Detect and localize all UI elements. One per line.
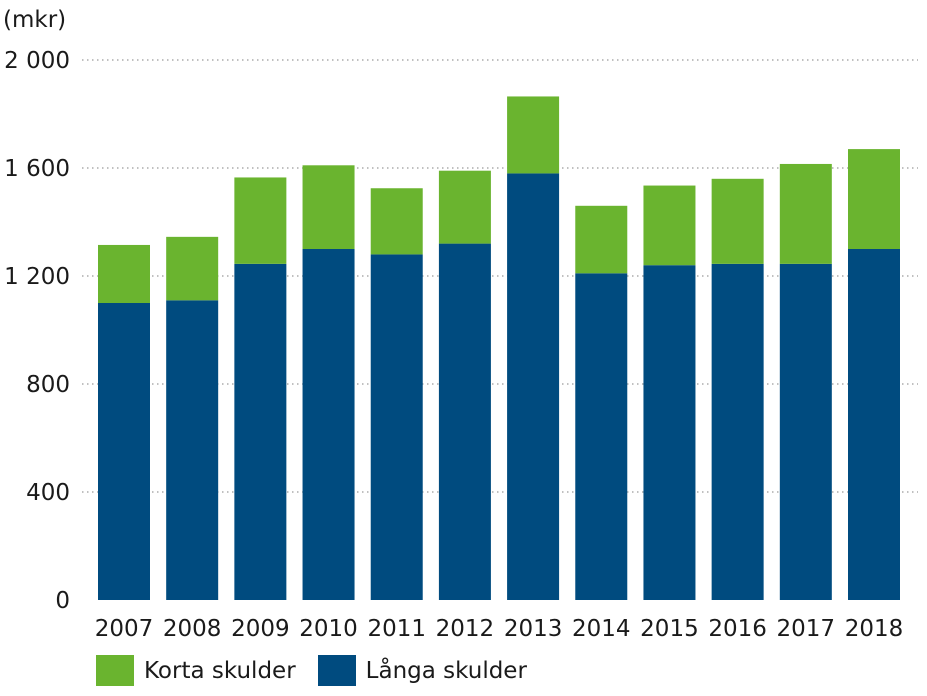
x-tick-label: 2008 — [163, 616, 222, 642]
bar-langa-2016 — [711, 263, 764, 600]
y-tick-label: 800 — [26, 372, 70, 398]
x-tick-label: 2016 — [708, 616, 767, 642]
bar-langa-2013 — [507, 173, 560, 600]
bar-korta-2010 — [302, 165, 355, 249]
legend-swatch-korta — [96, 655, 134, 686]
x-axis-labels: 2007 2008 2009 2010 2011 2012 2013 2014 2015 2016… — [95, 616, 904, 642]
y-tick-label: 1 600 — [4, 156, 70, 182]
bar-langa-2007 — [98, 303, 150, 600]
y-tick-label: 2 000 — [4, 48, 70, 74]
y-tick-label: 0 — [55, 588, 70, 614]
bar-korta-2013 — [507, 96, 560, 174]
bar-korta-2011 — [370, 188, 423, 255]
x-tick-label: 2009 — [231, 616, 290, 642]
x-tick-label: 2011 — [367, 616, 426, 642]
legend: Korta skulder Långa skulder — [96, 655, 549, 686]
x-tick-label: 2007 — [95, 616, 154, 642]
bar-langa-2015 — [643, 265, 696, 600]
legend-swatch-langa — [317, 655, 356, 686]
bars — [98, 96, 900, 600]
y-tick-label: 400 — [26, 480, 70, 506]
bar-langa-2010 — [302, 249, 355, 600]
x-tick-label: 2012 — [436, 616, 495, 642]
x-tick-label: 2017 — [777, 616, 836, 642]
bar-korta-2018 — [848, 149, 900, 249]
x-tick-label: 2015 — [640, 616, 699, 642]
legend-item-langa: Långa skulder — [317, 655, 527, 686]
bar-korta-2012 — [438, 170, 491, 244]
y-tick-label: 1 200 — [4, 264, 70, 290]
bar-korta-2016 — [711, 178, 764, 264]
bar-langa-2011 — [370, 254, 423, 600]
x-tick-label: 2014 — [572, 616, 631, 642]
x-tick-label: 2018 — [845, 616, 904, 642]
legend-label-langa: Långa skulder — [365, 657, 527, 684]
bar-korta-2017 — [779, 163, 832, 264]
x-tick-label: 2010 — [299, 616, 358, 642]
bar-langa-2008 — [166, 300, 219, 600]
bar-langa-2017 — [779, 263, 832, 600]
bar-korta-2009 — [234, 177, 287, 264]
bar-korta-2007 — [98, 244, 150, 303]
bar-langa-2014 — [575, 273, 628, 600]
legend-item-korta: Korta skulder — [96, 655, 296, 686]
bar-langa-2009 — [234, 263, 287, 600]
bar-langa-2018 — [848, 249, 900, 600]
bar-korta-2015 — [643, 185, 696, 266]
bar-korta-2014 — [575, 205, 628, 274]
legend-label-korta: Korta skulder — [144, 657, 296, 684]
unit-label: (mkr) — [3, 7, 66, 33]
y-axis-labels: 0 400 800 1 200 1 600 2 000 — [4, 48, 70, 614]
bar-langa-2012 — [438, 243, 491, 600]
x-tick-label: 2013 — [504, 616, 563, 642]
bar-korta-2008 — [166, 236, 219, 301]
